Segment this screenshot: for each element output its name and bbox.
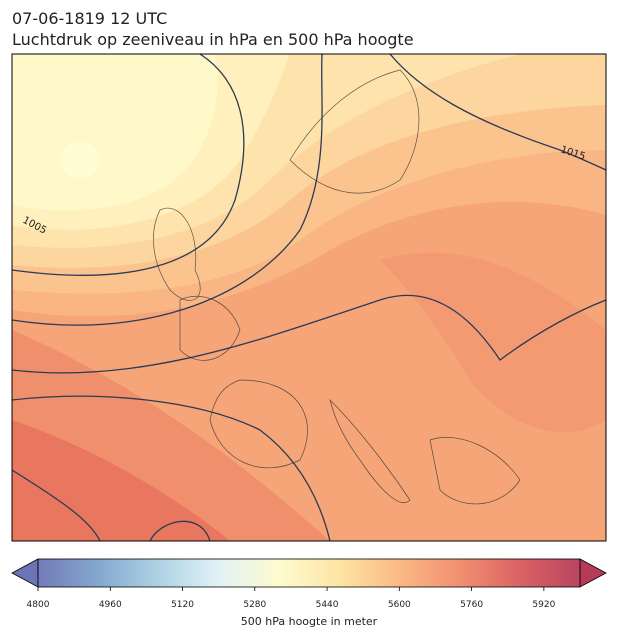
- colorbar-tick-label: 5120: [171, 600, 194, 610]
- colorbar-scale: [37, 558, 581, 588]
- colorbar-extend-low: [11, 558, 39, 588]
- colorbar: 4800 4960 5120 5280 5440 5600 5760 5920: [11, 558, 607, 610]
- colorbar-tick-label: 5920: [532, 600, 555, 610]
- colorbar-tick-label: 4960: [99, 600, 122, 610]
- subtitle: Luchtdruk op zeeniveau in hPa en 500 hPa…: [12, 30, 414, 49]
- colorbar-extend-high: [579, 558, 607, 588]
- colorbar-tick-label: 4800: [27, 600, 50, 610]
- colorbar-label: 500 hPa hoogte in meter: [241, 615, 378, 628]
- colorbar-tick-label: 5600: [388, 600, 411, 610]
- colorbar-tick-label: 5440: [316, 600, 339, 610]
- isobars: [12, 54, 606, 541]
- colorbar-tick-label: 5280: [243, 600, 266, 610]
- map: 1005 1015: [12, 54, 606, 541]
- colorbar-tick-label: 5760: [460, 600, 483, 610]
- title: 07-06-1819 12 UTC: [12, 9, 167, 28]
- map-frame: [11, 53, 607, 542]
